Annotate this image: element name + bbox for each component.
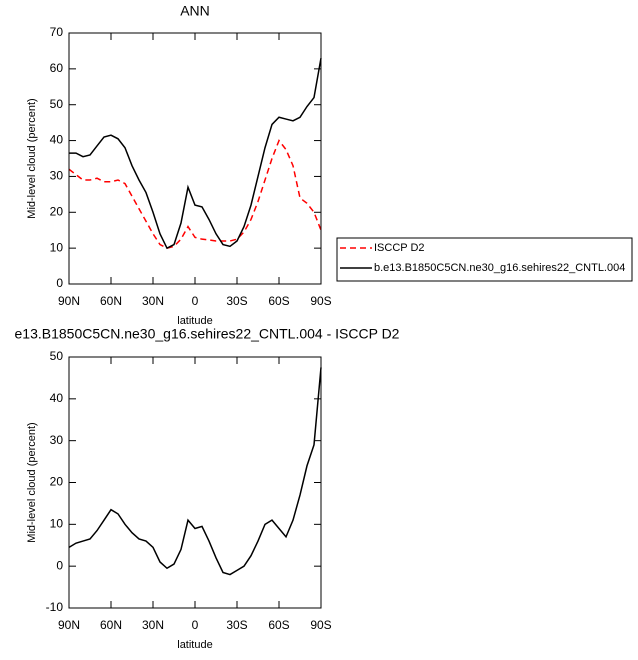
legend-label: b.e13.B1850C5CN.ne30_g16.sehires22_CNTL.… xyxy=(374,262,625,274)
y-tick-label: 20 xyxy=(50,475,64,489)
y-tick-label: 10 xyxy=(50,517,64,531)
y-tick-label: 40 xyxy=(50,391,64,405)
x-tick-label: 90N xyxy=(58,294,80,308)
y-axis-label: Mid-level cloud (percent) xyxy=(26,98,38,218)
x-tick-label: 0 xyxy=(192,294,199,308)
plot-frame xyxy=(68,32,322,285)
x-tick-label: 30S xyxy=(226,294,247,308)
y-tick-label: 40 xyxy=(50,133,64,147)
y-tick-label: 20 xyxy=(50,204,64,218)
y-tick-label: 50 xyxy=(50,97,64,111)
legend-box xyxy=(336,237,633,282)
x-tick-label: 60N xyxy=(100,294,122,308)
data-line xyxy=(68,367,322,576)
x-tick-label: 90S xyxy=(310,294,331,308)
legend-label: ISCCP D2 xyxy=(374,242,425,254)
x-tick-label: 90N xyxy=(58,618,80,632)
x-axis-label: latitude xyxy=(177,639,212,651)
chart-title: ANN xyxy=(180,3,210,19)
data-line xyxy=(68,139,322,249)
plot-frame xyxy=(68,356,322,609)
x-tick-label: 60N xyxy=(100,618,122,632)
x-tick-label: 60S xyxy=(268,618,289,632)
x-tick-label: 90S xyxy=(310,618,331,632)
y-tick-label: 50 xyxy=(50,349,64,363)
y-tick-label: 70 xyxy=(50,25,64,39)
data-line xyxy=(69,57,322,250)
y-tick-label: 0 xyxy=(56,558,63,572)
x-tick-label: 0 xyxy=(192,618,199,632)
y-tick-label: 0 xyxy=(56,276,63,290)
chart-title: e13.B1850C5CN.ne30_g16.sehires22_CNTL.00… xyxy=(15,326,400,342)
y-tick-label: 30 xyxy=(50,169,64,183)
x-tick-label: 30S xyxy=(226,618,247,632)
y-axis-label: Mid-level cloud (percent) xyxy=(26,422,38,542)
y-tick-label: 30 xyxy=(50,433,64,447)
x-tick-label: 30N xyxy=(142,294,164,308)
x-axis-label: latitude xyxy=(177,315,212,327)
x-tick-label: 30N xyxy=(142,618,164,632)
x-tick-label: 60S xyxy=(268,294,289,308)
y-tick-label: 10 xyxy=(50,240,64,254)
y-tick-label: 60 xyxy=(50,61,64,75)
y-tick-label: -10 xyxy=(46,600,64,614)
